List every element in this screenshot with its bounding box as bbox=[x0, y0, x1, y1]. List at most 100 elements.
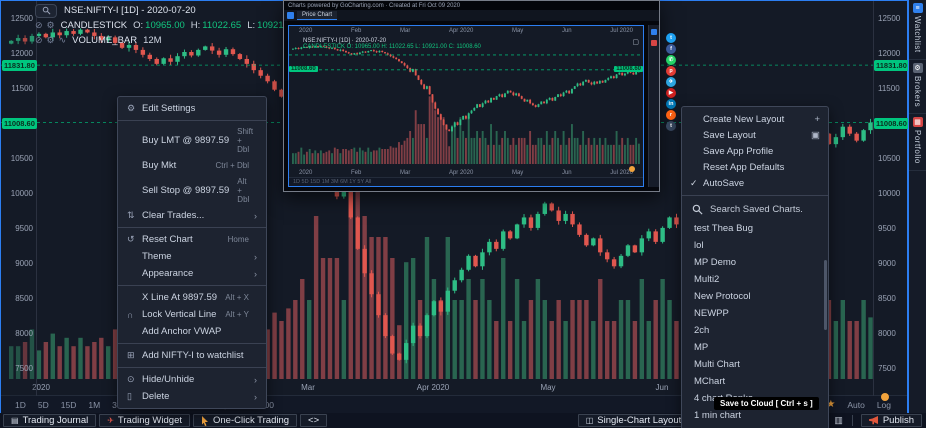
one-click-trading-button[interactable]: One-Click Trading bbox=[193, 414, 298, 427]
watchlist-icon bbox=[651, 29, 657, 35]
trading-widget-button[interactable]: ✈ Trading Widget bbox=[99, 414, 190, 427]
snapshot-months-top: 2020 Feb Mar Apr 2020 May Jun Jul 2020 bbox=[299, 28, 633, 34]
saved-chart-item[interactable]: Bugs bbox=[682, 424, 828, 428]
context-menu-item[interactable]: ∩ Lock Vertical Line Alt + Y bbox=[118, 306, 266, 323]
saved-chart-item[interactable]: MP Demo bbox=[694, 257, 737, 268]
price-tick: 8000 bbox=[15, 328, 33, 338]
menu-item-label: Lock Vertical Line bbox=[142, 309, 217, 320]
timeframe-button[interactable]: 1M bbox=[88, 399, 101, 410]
pinterest-icon[interactable]: p bbox=[666, 66, 676, 76]
timeframe-button[interactable]: 5D bbox=[37, 399, 49, 410]
layout-menu-item[interactable]: Save App Profile bbox=[682, 143, 828, 159]
menu-item-shortcut: Shift + Dbl bbox=[237, 127, 254, 154]
saved-chart-item[interactable]: lol bbox=[694, 240, 704, 251]
notification-dot bbox=[629, 166, 635, 172]
sidebar-tab[interactable]: ▦ Portfolio bbox=[909, 114, 926, 171]
saved-chart-item[interactable]: 2ch bbox=[694, 325, 710, 336]
time-axis-label: Jun bbox=[655, 383, 669, 392]
context-menu-item[interactable]: X Line At 9897.59 Alt + X bbox=[118, 289, 266, 306]
study-settings-icon[interactable]: ⚙ bbox=[46, 20, 55, 30]
saved-chart-item[interactable]: test Thea Bug bbox=[694, 223, 753, 234]
columns-icon[interactable]: ▥ bbox=[834, 415, 843, 425]
timeframe-button[interactable]: 15D bbox=[60, 399, 77, 410]
context-menu-item[interactable]: Appearance › bbox=[118, 265, 266, 282]
saved-chart-item[interactable]: Multi2 bbox=[694, 274, 720, 285]
layout-menu-label: Create New Layout bbox=[703, 113, 785, 125]
menu-item-label: X Line At 9897.59 bbox=[142, 292, 218, 303]
saved-chart-item[interactable]: NEWPP bbox=[694, 308, 729, 319]
reddit-icon[interactable]: r bbox=[666, 110, 676, 120]
layout-menu-item[interactable]: Reset App Defaults bbox=[682, 159, 828, 175]
trading-journal-button[interactable]: ▤ Trading Journal bbox=[3, 414, 97, 427]
tumblr-icon[interactable]: t bbox=[666, 121, 676, 131]
auto-scale-toggle[interactable]: Auto bbox=[847, 399, 865, 410]
context-menu-item[interactable]: ↺ Reset Chart Home bbox=[118, 231, 266, 248]
check-icon: ✓ bbox=[690, 177, 698, 188]
price-tick: 12500 bbox=[878, 14, 901, 24]
month-label: Feb bbox=[351, 170, 362, 176]
notification-dot bbox=[881, 393, 889, 401]
symbol-search-button[interactable] bbox=[35, 3, 57, 18]
whatsapp-icon[interactable]: ✆ bbox=[666, 55, 676, 65]
plus-icon: + bbox=[814, 113, 820, 125]
snapshot-tab[interactable]: Price Chart bbox=[297, 11, 338, 20]
search-icon bbox=[692, 204, 703, 215]
telegram-icon[interactable]: ✈ bbox=[666, 77, 676, 87]
menu-item-label: Clear Trades... bbox=[142, 210, 205, 221]
scrollbar[interactable] bbox=[824, 260, 827, 330]
context-menu-item[interactable]: Add Anchor VWAP bbox=[118, 323, 266, 340]
saved-chart-item[interactable]: Multi Chart bbox=[694, 359, 740, 370]
high-value: 11022.65 bbox=[202, 20, 242, 31]
search-input[interactable] bbox=[710, 204, 820, 215]
timeframe-button[interactable]: 1D bbox=[15, 399, 26, 410]
menu-item-shortcut: Alt + Y bbox=[225, 310, 249, 319]
code-button[interactable]: <> bbox=[300, 414, 328, 427]
publish-button[interactable]: Publish bbox=[860, 414, 922, 427]
price-badge: 11008.60 bbox=[614, 65, 643, 72]
hide-study-icon[interactable]: ⊘ bbox=[35, 35, 43, 45]
log-scale-toggle[interactable]: Log bbox=[876, 399, 891, 410]
facebook-icon[interactable]: f bbox=[666, 44, 676, 54]
youtube-icon[interactable]: ▶ bbox=[666, 88, 676, 98]
sidebar-tab[interactable]: ≡ Watchlist bbox=[909, 0, 926, 60]
saved-chart-item[interactable]: MChart bbox=[694, 376, 726, 387]
saved-chart-item[interactable]: 1 min chart bbox=[694, 410, 741, 421]
time-axis-label: 2020 bbox=[32, 383, 50, 392]
megaphone-icon bbox=[868, 416, 878, 425]
snapshot-header: Charts powered by GoCharting.com · Creat… bbox=[284, 1, 659, 10]
price-badge: 11008.60 bbox=[2, 117, 37, 129]
price-tick: 12000 bbox=[10, 49, 33, 59]
context-menu-item[interactable]: Buy LMT @ 9897.59 Shift + Dbl bbox=[118, 124, 266, 157]
context-menu-item[interactable]: ⊞ Add NIFTY-I to watchlist bbox=[118, 347, 266, 364]
context-menu-item[interactable]: ⚙ Edit Settings bbox=[118, 100, 266, 117]
hide-study-icon[interactable]: ⊘ bbox=[35, 20, 43, 30]
submenu-arrow-icon: › bbox=[254, 210, 257, 221]
star-icon[interactable]: ★ bbox=[826, 399, 836, 410]
share-buttons: t f ✆ p ✈ ▶ in r t bbox=[666, 33, 676, 131]
layout-menu-item[interactable]: Create New Layout + bbox=[682, 111, 828, 127]
context-menu-item[interactable]: ⇅ Clear Trades... › bbox=[118, 207, 266, 224]
twitter-icon[interactable]: t bbox=[666, 33, 676, 43]
copy-icon[interactable]: ▢ bbox=[632, 39, 639, 46]
snapshot-months-bottom: 2020 Feb Mar Apr 2020 May Jun Jul 2020 bbox=[299, 170, 633, 176]
snapshot-tabbar: Price Chart bbox=[284, 10, 659, 21]
layout-menu-item[interactable]: ✓ AutoSave bbox=[682, 175, 828, 191]
context-menu-item[interactable]: Theme › bbox=[118, 248, 266, 265]
chart-snapshot-popup[interactable]: Charts powered by GoCharting.com · Creat… bbox=[283, 0, 660, 192]
eye-icon: ⊙ bbox=[127, 374, 135, 384]
linkedin-icon[interactable]: in bbox=[666, 99, 676, 109]
menu-item-label: Sell Stop @ 9897.59 bbox=[142, 185, 230, 196]
study-settings-icon[interactable]: ⚙ bbox=[46, 35, 55, 45]
price-badge: 11008.60 bbox=[874, 117, 909, 129]
sidebar-tab[interactable]: ⚙ Brokers bbox=[909, 60, 926, 114]
layout-menu-item[interactable]: Save Layout ▣ bbox=[682, 127, 828, 143]
context-menu-item[interactable]: ⊙ Hide/Unhide › bbox=[118, 371, 266, 388]
time-axis-label: May bbox=[540, 383, 556, 392]
price-badge: 11831.80 bbox=[2, 60, 37, 72]
single-chart-layout-button[interactable]: ◫ Single-Chart Layout bbox=[577, 414, 690, 427]
context-menu-item[interactable]: Sell Stop @ 9897.59 Alt + Dbl bbox=[118, 174, 266, 207]
context-menu-item[interactable]: Buy Mkt Ctrl + Dbl bbox=[118, 157, 266, 174]
saved-chart-item[interactable]: New Protocol bbox=[694, 291, 751, 302]
saved-chart-item[interactable]: MP bbox=[694, 342, 709, 353]
context-menu-item[interactable]: ▯ Delete › bbox=[118, 388, 266, 405]
